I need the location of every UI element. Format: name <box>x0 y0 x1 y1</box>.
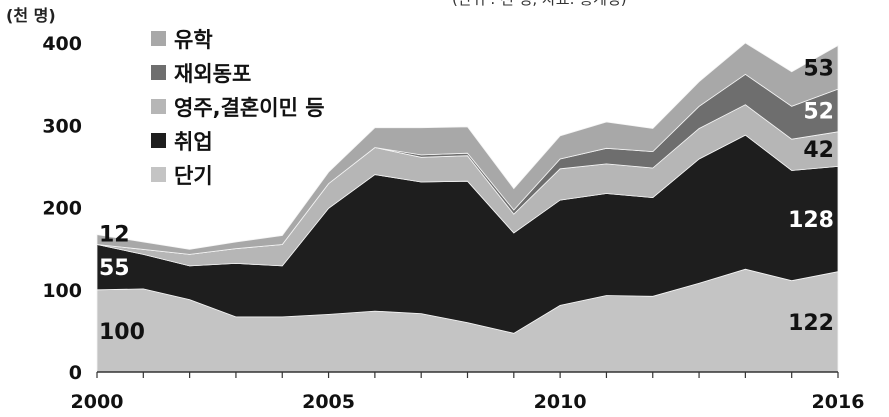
y-tick-label: 0 <box>69 362 82 384</box>
legend-label: 단기 <box>174 164 213 188</box>
legend-item-영주-결혼이민-등: 영주,결혼이민 등 <box>151 96 325 120</box>
legend-swatch <box>151 99 166 114</box>
y-tick-label: 400 <box>42 33 82 55</box>
legend-swatch <box>151 167 166 182</box>
data-label-재외동포-2016: 52 <box>803 99 834 124</box>
data-label-단기-2000: 100 <box>99 320 145 345</box>
legend-label: 영주,결혼이민 등 <box>174 96 325 120</box>
data-label-단기-2016: 122 <box>788 311 834 336</box>
unit-label: (천 명) <box>6 6 56 25</box>
legend-swatch <box>151 31 166 46</box>
x-tick-label: 2010 <box>534 391 587 413</box>
source-caption: (단위 : 천 명, 자료: 통계청) <box>452 0 627 8</box>
area-유학 <box>96 42 839 255</box>
legend-item-재외동포: 재외동포 <box>151 62 251 86</box>
y-tick-label: 300 <box>42 115 82 137</box>
legend-swatch <box>151 65 166 80</box>
data-label-유학-2000: 12 <box>99 223 130 248</box>
y-axis: 0 100 200 300 400 <box>42 33 82 384</box>
data-label-취업-2000: 55 <box>99 256 130 281</box>
x-tick-label: 2005 <box>302 391 355 413</box>
legend-label: 재외동포 <box>174 62 251 86</box>
legend-swatch <box>151 133 166 148</box>
legend-item-유학: 유학 <box>151 28 213 52</box>
legend-label: 취업 <box>174 130 213 154</box>
y-tick-label: 200 <box>42 198 82 220</box>
data-labels: 100 55 12 122 128 42 52 53 <box>99 56 834 345</box>
data-label-취업-2016: 128 <box>788 208 834 233</box>
legend-item-취업: 취업 <box>151 130 213 154</box>
legend-item-단기: 단기 <box>151 164 213 188</box>
x-tick-label: 2000 <box>71 391 124 413</box>
area-series-group <box>96 42 839 373</box>
data-label-영주-결혼이민-등-2016: 42 <box>803 138 834 163</box>
data-label-유학-2016: 53 <box>803 56 834 81</box>
y-tick-label: 100 <box>42 280 82 302</box>
x-tick-label: 2016 <box>812 391 865 413</box>
legend-label: 유학 <box>174 28 213 52</box>
x-axis: 2000 2005 2010 2016 <box>71 371 865 413</box>
